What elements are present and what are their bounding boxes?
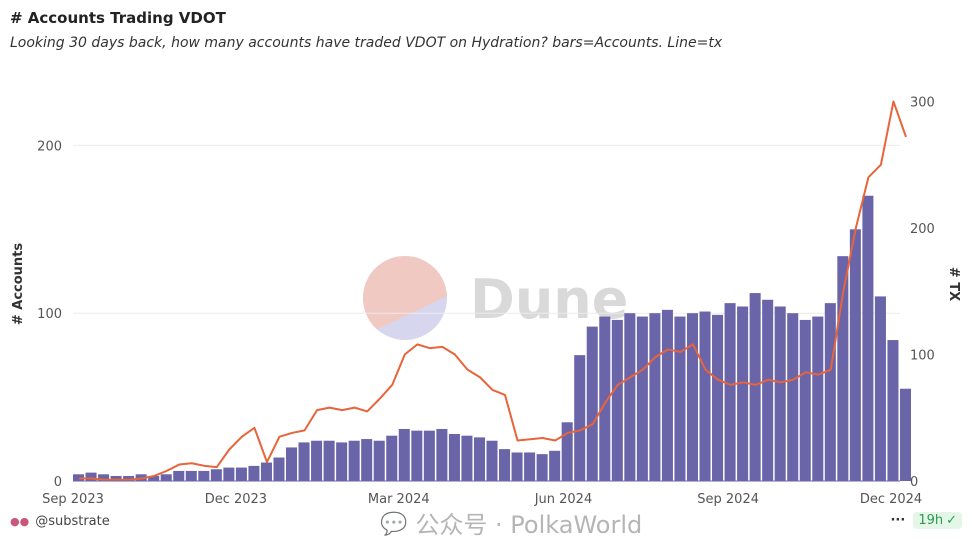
footer-user[interactable]: ●● @substrate	[10, 514, 110, 529]
account-bar	[235, 467, 247, 481]
account-bar	[273, 457, 285, 481]
account-bar	[812, 316, 824, 481]
account-bar	[586, 326, 598, 481]
account-bar	[737, 306, 749, 481]
account-bar	[536, 454, 548, 481]
account-bar	[373, 440, 385, 481]
y2-tick-label: 0	[910, 475, 918, 490]
account-bar	[311, 440, 323, 481]
x-tick-label: Sep 2024	[697, 492, 759, 507]
account-bar	[624, 313, 636, 481]
account-bar	[286, 447, 298, 481]
account-bar	[486, 440, 498, 481]
account-bar	[899, 388, 912, 481]
account-bar	[762, 299, 774, 481]
refresh-age: 19h	[918, 513, 944, 528]
account-bar	[524, 452, 536, 481]
account-bar	[198, 470, 210, 481]
account-bar	[686, 313, 698, 481]
account-bar	[511, 452, 523, 481]
account-bar	[887, 340, 899, 481]
account-bar	[649, 313, 661, 481]
y-axis-label-right: # TX	[946, 267, 961, 301]
account-bar	[411, 430, 423, 481]
account-bar	[361, 439, 373, 481]
wechat-watermark: 💬 公众号 · PolkaWorld	[380, 511, 642, 539]
account-bar	[599, 316, 611, 481]
account-bar	[499, 449, 511, 481]
account-bar	[148, 475, 160, 481]
account-bar	[336, 442, 348, 481]
y-tick-label: 200	[37, 139, 62, 154]
account-bar	[98, 474, 110, 481]
account-bar	[223, 467, 235, 481]
account-bar	[699, 311, 711, 481]
account-bar	[549, 450, 561, 481]
account-bar	[436, 428, 448, 481]
account-bar	[787, 313, 799, 481]
account-bar	[611, 319, 623, 481]
y2-tick-label: 200	[910, 222, 935, 237]
account-bar	[561, 422, 573, 481]
account-bar	[185, 470, 197, 481]
account-bar	[473, 437, 485, 481]
account-bar	[837, 256, 849, 481]
y-tick-label: 0	[54, 475, 62, 490]
account-bar	[260, 462, 272, 481]
account-bar	[824, 303, 836, 481]
account-bar	[862, 195, 874, 481]
account-bar	[123, 475, 135, 481]
x-tick-label: Dec 2024	[860, 492, 922, 507]
account-bar	[774, 306, 786, 481]
account-bar	[749, 293, 761, 481]
wechat-icon: 💬	[380, 512, 408, 537]
footer-status: ··· 19h ✓	[890, 512, 962, 529]
account-bar	[661, 309, 673, 481]
account-bar	[73, 474, 85, 481]
account-bar	[160, 474, 172, 481]
dune-watermark: Dune	[363, 256, 628, 340]
check-circle-icon: ✓	[946, 513, 957, 528]
x-tick-label: Dec 2023	[205, 492, 267, 507]
account-bar	[386, 435, 398, 481]
y-axis-label-left: # Accounts	[11, 243, 26, 326]
user-avatar-icon: ●●	[10, 515, 30, 528]
account-bar	[298, 442, 310, 481]
account-bar	[724, 303, 736, 481]
account-bar	[85, 472, 97, 481]
account-bar	[210, 469, 222, 481]
y-tick-label: 100	[37, 307, 62, 322]
account-bar	[874, 296, 886, 481]
account-bar	[248, 465, 260, 481]
chart: Dune 0 100 200 0 100 200 300 Sep 2023 Dec 2023 Ma…	[11, 95, 961, 507]
account-bar	[110, 475, 122, 481]
more-options-button[interactable]: ···	[890, 513, 906, 528]
refresh-age-badge[interactable]: 19h ✓	[913, 512, 962, 529]
account-bar	[398, 428, 410, 481]
x-tick-label: Jun 2024	[534, 492, 593, 507]
account-bar	[799, 319, 811, 481]
y2-tick-label: 100	[910, 348, 935, 363]
y2-tick-label: 300	[910, 95, 935, 110]
account-bar	[173, 470, 185, 481]
x-tick-label: Sep 2023	[42, 492, 104, 507]
chart-title: # Accounts Trading VDOT	[10, 9, 226, 27]
user-handle[interactable]: @substrate	[35, 514, 110, 529]
chart-subtitle: Looking 30 days back, how many accounts …	[10, 35, 723, 51]
tx-line	[79, 100, 907, 481]
account-bar	[712, 314, 724, 481]
account-bar	[574, 355, 586, 481]
account-bar	[348, 440, 360, 481]
account-bar	[423, 430, 435, 481]
account-bar	[461, 435, 473, 481]
account-bar	[674, 316, 686, 481]
wechat-watermark-text: 公众号 · PolkaWorld	[415, 511, 643, 539]
account-bar	[849, 229, 861, 481]
account-bar	[448, 434, 460, 481]
x-tick-label: Mar 2024	[368, 492, 430, 507]
account-bar	[323, 440, 335, 481]
account-bar	[636, 316, 648, 481]
